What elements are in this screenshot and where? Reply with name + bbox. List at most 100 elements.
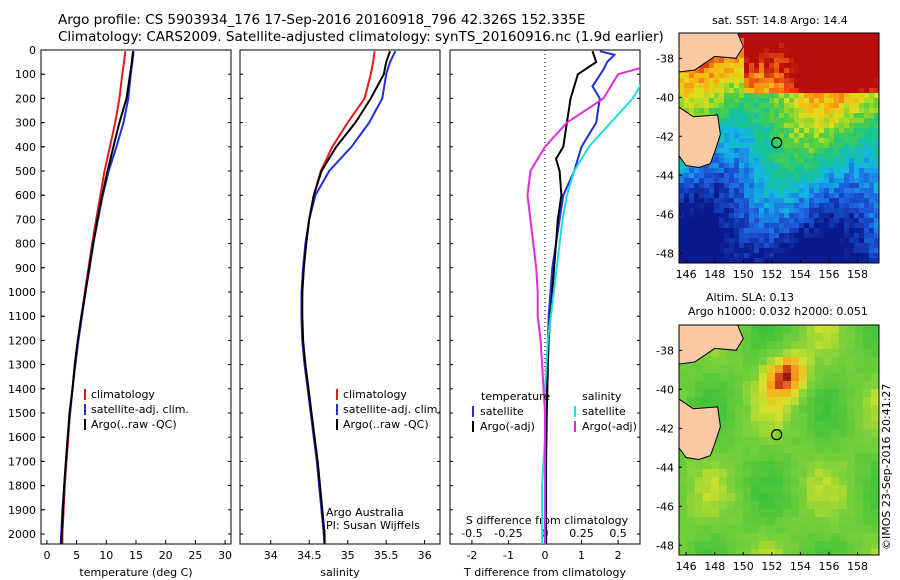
map-cell [729, 223, 734, 228]
map-cell [799, 228, 804, 233]
map-cell [699, 203, 704, 208]
map-cell [684, 103, 689, 108]
map-cell [775, 349, 783, 357]
map-cell [784, 48, 789, 53]
map-cell [804, 243, 809, 248]
map-cell [804, 43, 809, 48]
map-cell [704, 233, 709, 238]
map-cell [874, 83, 879, 88]
map-cell [783, 445, 791, 453]
map-cell [815, 413, 823, 421]
map-cell [874, 208, 879, 213]
map-cell [819, 183, 824, 188]
map-cell [849, 103, 854, 108]
map-cell [839, 183, 844, 188]
map-cell [699, 213, 704, 218]
map-cell [784, 123, 789, 128]
map-cell [754, 203, 759, 208]
map-cell [794, 143, 799, 148]
x-tick-label: 34 [264, 549, 278, 562]
map-cell [714, 98, 719, 103]
map-cell [814, 233, 819, 238]
map-cell [814, 228, 819, 233]
landmass-tasmania [679, 398, 721, 461]
map-cell [784, 143, 789, 148]
map-x-tick-label: 158 [847, 268, 868, 281]
map-cell [794, 53, 799, 58]
map-cell [774, 118, 779, 123]
map-cell [774, 173, 779, 178]
map-cell [735, 469, 743, 477]
y-tick-label: 2000 [8, 528, 36, 541]
map-cell [871, 509, 879, 517]
map-cell [719, 203, 724, 208]
map-cell [794, 33, 799, 38]
map-cell [767, 541, 775, 549]
map-cell [859, 88, 864, 93]
map-cell [849, 128, 854, 133]
map-cell [784, 43, 789, 48]
map-cell [727, 461, 735, 469]
map-cell [711, 461, 719, 469]
map-cell [854, 193, 859, 198]
map-cell [869, 223, 874, 228]
map-cell [769, 163, 774, 168]
map-cell [849, 113, 854, 118]
map-cell [709, 83, 714, 88]
map-cell [744, 188, 749, 193]
map-cell [819, 53, 824, 58]
map-cell [719, 445, 727, 453]
map-cell [769, 213, 774, 218]
map-cell [759, 243, 764, 248]
y-tick-label: 700 [15, 213, 36, 226]
map-cell [819, 233, 824, 238]
map-cell [789, 83, 794, 88]
map-cell [829, 238, 834, 243]
map-cell [709, 233, 714, 238]
map-cell [824, 183, 829, 188]
map-cell [794, 253, 799, 258]
map-cell [695, 525, 703, 533]
map-cell [759, 183, 764, 188]
map-cell [759, 68, 764, 73]
map-cell [847, 397, 855, 405]
map-cell [864, 138, 869, 143]
map-cell [854, 158, 859, 163]
map-cell [775, 325, 783, 333]
map-cell [829, 208, 834, 213]
map-cell [739, 108, 744, 113]
map-cell [729, 193, 734, 198]
map-cell [849, 108, 854, 113]
map-cell [829, 63, 834, 68]
map-cell [784, 148, 789, 153]
map-cell [694, 253, 699, 258]
map-cell [834, 93, 839, 98]
map-cell [871, 437, 879, 445]
map-cell [719, 58, 724, 63]
map-cell [695, 397, 703, 405]
map-cell [754, 213, 759, 218]
map-x-tick-label: 154 [790, 268, 811, 281]
map-cell [819, 48, 824, 53]
map-cell [814, 108, 819, 113]
map-cell [839, 333, 847, 341]
map-cell [704, 208, 709, 213]
map-cell [751, 341, 759, 349]
map-cell [847, 357, 855, 365]
map-cell [804, 158, 809, 163]
map-cell [829, 108, 834, 113]
map-cell [874, 33, 879, 38]
map-cell [703, 517, 711, 525]
map-cell [854, 208, 859, 213]
map-cell [704, 73, 709, 78]
x-tick-label: 25 [188, 549, 202, 562]
map-cell [729, 243, 734, 248]
map-cell [754, 173, 759, 178]
profile-panel-differences: -2 -1 0 1 2T difference from climatology-0.5… [449, 49, 641, 579]
map-cell [834, 183, 839, 188]
map-cell [794, 198, 799, 203]
map-cell [724, 118, 729, 123]
map-cell [689, 248, 694, 253]
map-cell [791, 349, 799, 357]
map-cell [734, 188, 739, 193]
